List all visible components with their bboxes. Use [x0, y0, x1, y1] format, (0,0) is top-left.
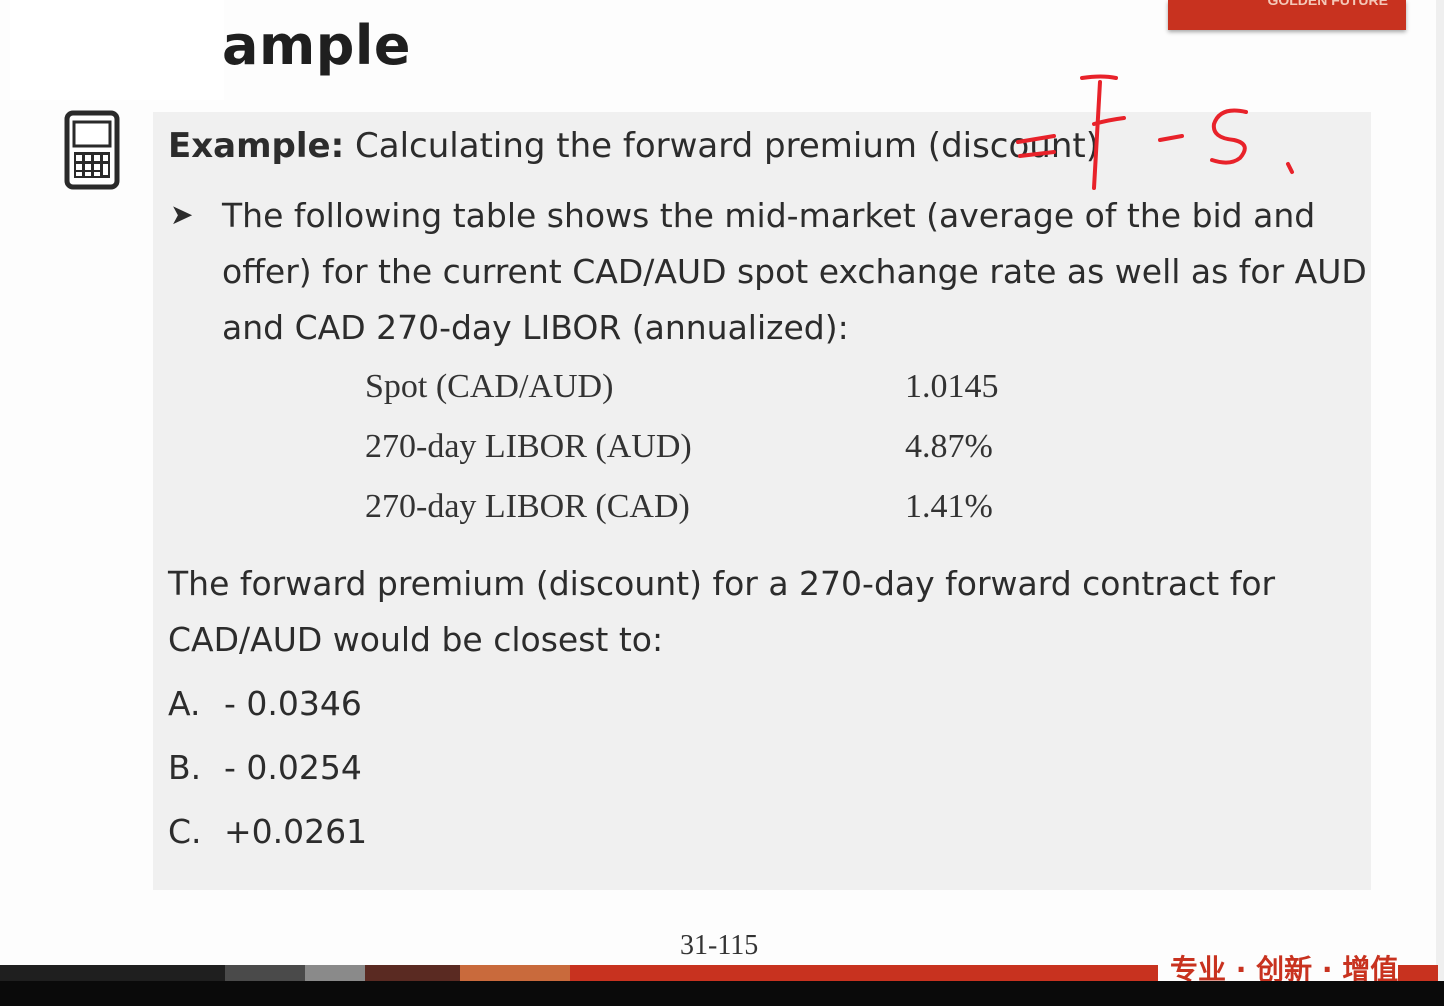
example-heading: Example: Calculating the forward premium…	[168, 126, 1099, 166]
calculator-icon	[64, 110, 120, 190]
footer-slogan: 专业 · 创新 · 增值	[1170, 953, 1399, 986]
option-letter: B.	[168, 748, 202, 787]
handwritten-annotation	[1016, 74, 1294, 190]
question-text: The forward premium (discount) for a 270…	[168, 564, 1276, 659]
table-row-label: 270-day LIBOR (CAD)	[365, 488, 690, 525]
footer-color-bar	[0, 965, 1158, 981]
brand-logo: GOLDEN FUTURE	[1168, 0, 1406, 30]
bottom-edge	[0, 981, 1444, 1006]
table-row-value: 1.41%	[905, 488, 993, 525]
example-content-box	[153, 112, 1371, 890]
table-row: Spot (CAD/AUD) 1.0145	[365, 368, 1025, 428]
table-row-label: Spot (CAD/AUD)	[365, 368, 614, 405]
bullet-paragraph: The following table shows the mid-market…	[222, 196, 1367, 347]
option-text: - 0.0346	[224, 684, 362, 723]
example-label: Example:	[168, 126, 345, 166]
option-letter: A.	[168, 684, 201, 723]
example-heading-text: Calculating the forward premium (discoun…	[355, 126, 1099, 166]
table-row-label: 270-day LIBOR (AUD)	[365, 428, 692, 465]
option-text: - 0.0254	[224, 748, 362, 787]
answer-option-c[interactable]: C. +0.0261	[168, 812, 367, 851]
table-row-value: 1.0145	[905, 368, 999, 405]
page-number: 31-115	[680, 930, 759, 961]
footer-tail-bar	[1398, 965, 1438, 981]
table-row-value: 4.87%	[905, 428, 993, 465]
rates-table: Spot (CAD/AUD) 1.0145 270-day LIBOR (AUD…	[365, 368, 1025, 548]
table-row: 270-day LIBOR (AUD) 4.87%	[365, 428, 1025, 488]
answer-option-a[interactable]: A. - 0.0346	[168, 684, 362, 723]
option-letter: C.	[168, 812, 202, 851]
table-row: 270-day LIBOR (CAD) 1.41%	[365, 488, 1025, 548]
slide-title: ample	[222, 14, 411, 77]
option-text: +0.0261	[224, 812, 368, 851]
right-edge	[1436, 0, 1444, 1006]
bullet-arrow-icon: ➤	[170, 199, 194, 230]
brand-logo-text: GOLDEN FUTURE	[1267, 0, 1388, 8]
answer-option-b[interactable]: B. - 0.0254	[168, 748, 362, 787]
left-panel	[10, 0, 224, 100]
